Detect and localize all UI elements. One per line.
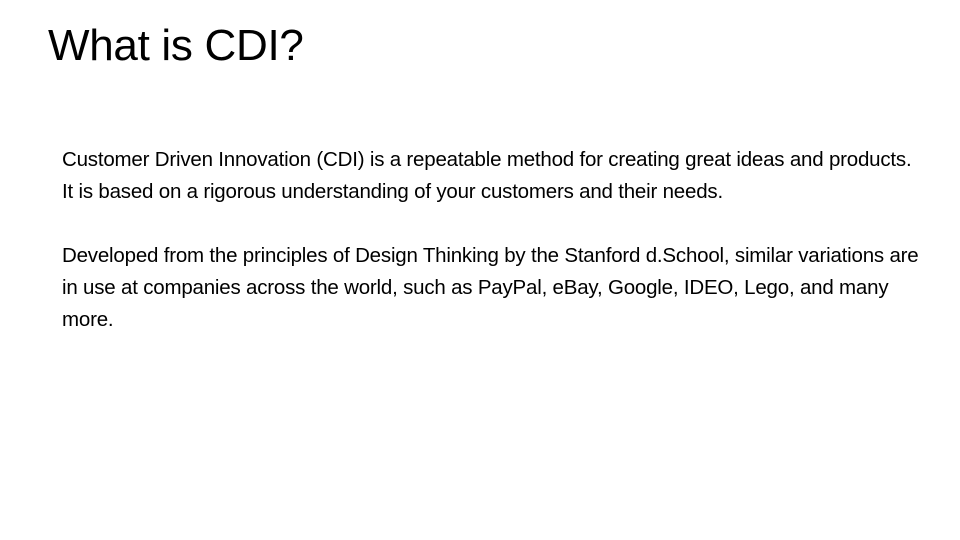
body-paragraph-definition: Customer Driven Innovation (CDI) is a re… — [62, 148, 912, 203]
body-paragraph-origin: Developed from the principles of Design … — [62, 244, 919, 331]
slide-title: What is CDI? — [48, 21, 304, 70]
slide-body: Customer Driven Innovation (CDI) is a re… — [62, 144, 922, 368]
